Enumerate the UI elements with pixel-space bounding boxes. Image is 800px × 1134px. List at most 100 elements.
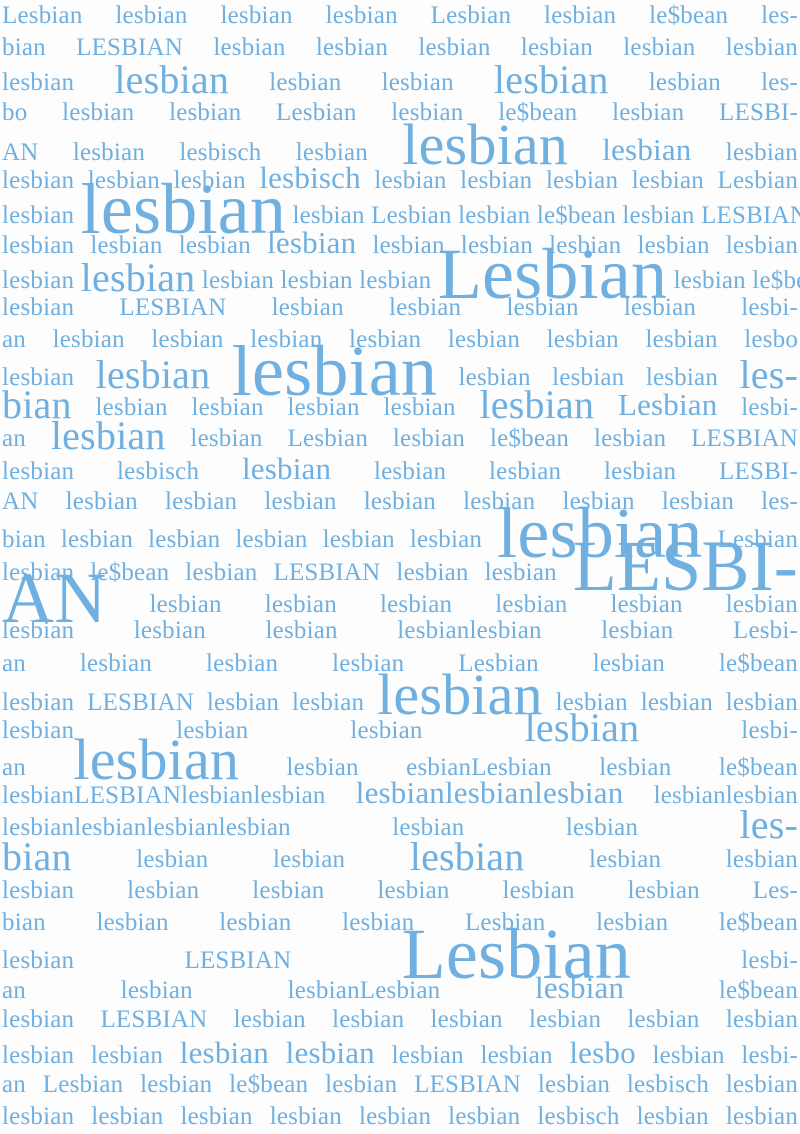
poster-word: lesbian	[292, 202, 365, 230]
poster-word: lesbian	[2, 267, 75, 295]
poster-word: lesbian	[2, 68, 75, 96]
poster-line: an lesbian lesbian lesbian lesbian lesbi…	[2, 324, 798, 356]
poster-word: Lesbian	[401, 914, 632, 995]
poster-word: lesbian	[359, 267, 432, 295]
poster-word: les-	[761, 487, 799, 515]
poster-word: lesbianlesbianlesbianlesbian	[2, 813, 291, 841]
poster-word: bian	[2, 834, 72, 880]
poster-word: lesbian	[373, 458, 447, 486]
poster-word: lesbian	[136, 846, 209, 874]
poster-word: lesbian	[725, 1070, 799, 1098]
poster-word: lesbian	[241, 451, 332, 487]
poster-word: lesbian	[80, 255, 196, 301]
poster-word: bian	[2, 34, 46, 62]
poster-word: lesbian	[725, 591, 798, 619]
poster-word: lesbian	[418, 34, 491, 62]
poster-word: lesbian	[173, 166, 246, 194]
poster-word: lesbian	[342, 908, 415, 936]
poster-word: le$bean	[718, 649, 798, 677]
poster-line: lesbian lesbian lesbian Lesbian lesbian …	[2, 173, 800, 245]
poster-word: le$bean	[498, 99, 578, 127]
poster-line: lesbian lesbian lesbian lesbian lesbian …	[2, 1101, 798, 1133]
poster-word: lesbian	[392, 813, 465, 841]
poster-word: esbianLesbian	[406, 753, 552, 781]
poster-word: le$bean	[229, 1070, 309, 1098]
poster-word: lesbian	[363, 487, 436, 515]
poster-line: lesbian lesbian lesbian lesbianlesbian l…	[2, 615, 798, 647]
poster-word: Lesbian	[437, 234, 668, 315]
poster-word: lesbian	[65, 487, 138, 515]
poster-word: lesbian	[725, 1103, 799, 1131]
poster-word: lesbian	[391, 1041, 464, 1069]
poster-word: lesbian	[358, 1103, 432, 1131]
poster-word: lesbian	[377, 662, 543, 728]
poster-word: Lesbian	[717, 526, 799, 554]
poster-word: LESBIAN	[273, 558, 381, 586]
poster-word: les-	[739, 801, 799, 847]
poster-line: lesbian lesbian lesbian lesbian lesbian …	[2, 875, 798, 907]
poster-word: lesbianlesbian	[653, 782, 798, 810]
poster-word: lesbian	[552, 364, 625, 392]
poster-word: lesbian	[379, 591, 453, 619]
poster-word: lesbian	[96, 908, 169, 936]
poster-word: lesbian	[535, 969, 625, 1005]
poster-word: lesbian	[2, 364, 75, 392]
poster-word: LESBIAN	[691, 425, 799, 453]
poster-word: lesbo	[569, 1034, 636, 1070]
poster-word: lesbian	[90, 1041, 164, 1069]
poster-word: an	[2, 976, 26, 1004]
poster-word: lesbisch	[179, 138, 262, 166]
poster-word: lesbian	[287, 393, 360, 421]
poster-word: lesbian	[622, 202, 695, 230]
poster-word: lesbian	[448, 1103, 521, 1131]
poster-word: lesbi-	[741, 393, 799, 421]
poster-word: lesbian	[725, 689, 798, 717]
poster-word: lesbian	[392, 425, 466, 453]
poster-word: lesbian	[2, 689, 75, 717]
poster-word: le$bean	[718, 753, 798, 781]
poster-word: an	[2, 425, 26, 453]
poster-word: lesbian	[165, 487, 238, 515]
poster-word: LESBI-	[572, 525, 798, 606]
poster-line: lesbian LESBIAN lesbian lesbian lesbian …	[2, 662, 798, 728]
poster-line: an lesbian lesbian Lesbian lesbian le$be…	[2, 416, 799, 456]
poster-word: lesbian	[545, 166, 619, 194]
poster-word: lesbian	[604, 458, 677, 486]
poster-line: lesbian lesbian lesbian lesbian lesbian …	[2, 59, 798, 99]
poster-word: LESBIAN	[119, 293, 227, 321]
poster-word: lesbian	[725, 1006, 799, 1034]
poster-line: AN lesbian lesbian lesbian lesbian lesbi…	[2, 562, 798, 634]
poster-word: bo	[2, 99, 28, 127]
poster-word: lesbian	[295, 138, 368, 166]
poster-word: lesbian	[725, 231, 799, 259]
poster-word: lesbian	[602, 131, 692, 167]
poster-word: lesbian	[349, 325, 422, 353]
poster-word: LESBI-	[719, 99, 798, 127]
poster-word: lesbian	[2, 166, 75, 194]
poster-line: lesbian LESBIAN lesbian lesbian lesbian …	[2, 1004, 798, 1036]
poster-word: lesbian	[652, 1041, 725, 1069]
poster-word: lesbian	[596, 908, 669, 936]
poster-word: lesbian	[495, 591, 568, 619]
poster-word: le$bean	[536, 202, 616, 230]
poster-word: lesbian	[636, 1103, 709, 1131]
poster-word: Les-	[752, 876, 798, 904]
poster-line: an lesbian lesbian lesbian Lesbian lesbi…	[2, 648, 798, 680]
poster-word: lesbian	[648, 68, 721, 96]
poster-word: lesbian	[661, 487, 735, 515]
poster-line: lesbian lesbian lesbian lesbian lesbian …	[2, 234, 800, 315]
poster-line: bian lesbian lesbian lesbian lesbian les…	[2, 381, 799, 427]
poster-word: lesbian	[637, 231, 710, 259]
poster-word: Lesbian	[458, 649, 539, 677]
poster-word: lesbi-	[741, 716, 799, 744]
poster-word: lesbian	[2, 558, 75, 586]
poster-word: lesbian	[79, 649, 153, 677]
poster-line: bian lesbian lesbian lesbian lesbian les…	[2, 497, 798, 569]
poster-word: lesbian	[537, 1070, 611, 1098]
poster-line: lesbian lesbian lesbian lesbian lesbian …	[2, 1034, 798, 1070]
poster-word: lesbian	[479, 381, 595, 427]
poster-word: lesbian	[631, 166, 704, 194]
poster-line: lesbian le$bean lesbian LESBIAN lesbian …	[2, 525, 798, 606]
poster-word: le$bean	[489, 425, 570, 453]
poster-word: lesbian	[555, 689, 628, 717]
